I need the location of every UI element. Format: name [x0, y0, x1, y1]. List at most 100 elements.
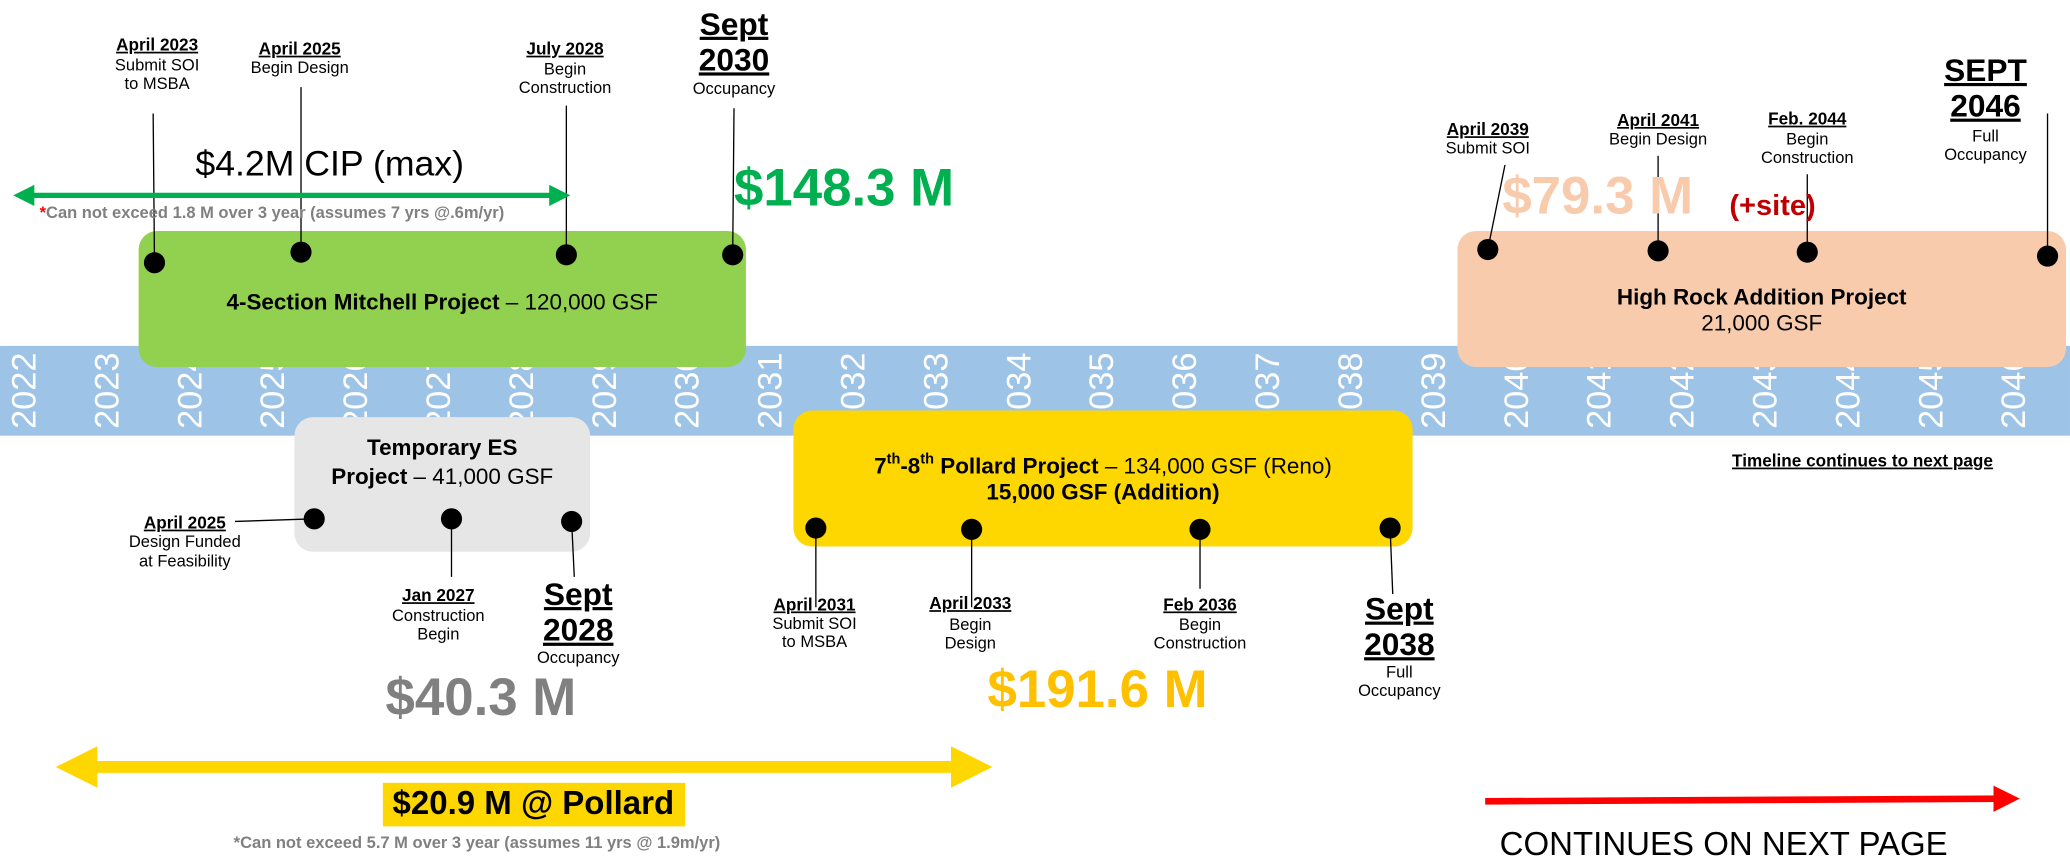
project-label: 21,000 GSF — [1701, 311, 1822, 336]
cost: $148.3 M — [734, 158, 954, 217]
project-label-part: th — [920, 451, 934, 467]
milestone-date: Sept — [544, 576, 613, 612]
milestone-dot — [1796, 241, 1818, 263]
milestone-date: April 2025 — [144, 513, 226, 533]
project-box — [793, 410, 1413, 547]
milestone-date: April 2041 — [1617, 110, 1699, 130]
project-box — [138, 231, 746, 367]
cost: $79.3 M — [1502, 166, 1693, 225]
milestone-date: 2030 — [699, 41, 769, 77]
project-label-part: Project — [331, 464, 408, 489]
continue-arrow — [1485, 785, 2020, 812]
connector — [732, 108, 735, 255]
milestone-desc: Submit SOI — [772, 615, 856, 633]
pollard-fund-label: $20.9 M @ Pollard — [393, 784, 675, 821]
project-label-part: 21,000 GSF — [1701, 311, 1822, 336]
pollard-fund-note: *Can not exceed 5.7 M over 3 year (assum… — [234, 834, 721, 852]
milestone-desc: Construction — [1761, 149, 1854, 167]
milestone-date: April 2025 — [259, 39, 341, 59]
project-label-part: High Rock Addition Project — [1617, 284, 1907, 309]
milestone-desc: Construction — [392, 607, 485, 625]
milestone-desc: Begin — [949, 616, 991, 634]
cost: $191.6 M — [987, 660, 1207, 719]
milestone-desc: Occupancy — [693, 80, 776, 98]
milestone-date: 2028 — [543, 612, 613, 648]
milestone-dot — [1379, 517, 1401, 539]
cost-note: (+site) — [1729, 190, 1815, 222]
milestone-desc: Design — [945, 635, 996, 653]
project-label: Project – 41,000 GSF — [331, 464, 553, 489]
milestone-desc: Submit SOI — [115, 56, 199, 74]
milestone-dot — [1477, 238, 1499, 261]
project-label: 15,000 GSF (Addition) — [986, 480, 1219, 505]
project-label: Temporary ES — [367, 435, 518, 460]
milestone-date: Sept — [1365, 591, 1434, 627]
milestone-desc: Occupancy — [1944, 146, 2027, 164]
project-label-part: 15,000 GSF (Addition) — [986, 480, 1219, 505]
milestone-date: Feb 2036 — [1163, 594, 1236, 614]
milestone-desc: Begin Design — [1609, 130, 1707, 148]
milestone-dot — [555, 244, 577, 266]
milestone-date: Sept — [700, 6, 769, 42]
project-label-part: -8 — [900, 453, 920, 478]
milestone-date: Jan 2027 — [402, 585, 474, 605]
milestone-dot — [561, 510, 583, 533]
project-label-part: – 41,000 GSF — [407, 464, 553, 489]
milestone-date: April 2031 — [774, 594, 856, 614]
milestone-date: July 2028 — [526, 39, 604, 59]
milestone-desc: Begin — [544, 60, 586, 78]
connector — [1389, 528, 1394, 595]
milestone-date: Feb. 2044 — [1768, 109, 1847, 129]
milestone-dot — [805, 517, 827, 539]
milestone-date: April 2039 — [1447, 119, 1529, 139]
milestone-dot — [722, 244, 744, 266]
milestone-dot — [2036, 245, 2059, 267]
milestone-dot — [290, 241, 312, 263]
milestone-date: April 2023 — [116, 35, 198, 55]
milestone-desc: Begin — [1179, 616, 1221, 634]
milestone-dot — [440, 508, 463, 530]
project-label-part: Pollard Project — [934, 453, 1099, 478]
continues: CONTINUES ON NEXT PAGE — [1500, 825, 1948, 862]
connector — [234, 518, 315, 523]
year: 2031 — [752, 353, 790, 429]
milestone-desc: Begin — [1786, 130, 1828, 148]
year: 2022 — [5, 353, 43, 429]
project-label: 7th-8th Pollard Project – 134,000 GSF (R… — [874, 451, 1332, 478]
project-label-part: th — [887, 451, 901, 467]
milestone-desc: at Feasibility — [139, 553, 231, 571]
milestone-desc: Construction — [1154, 635, 1247, 653]
milestone-desc: Construction — [519, 79, 612, 97]
milestone-desc: Occupancy — [537, 649, 620, 667]
project-box — [1457, 231, 2067, 367]
milestone-desc: Occupancy — [1358, 682, 1441, 700]
milestone-desc: to MSBA — [782, 633, 847, 651]
milestone-desc: Full — [1386, 664, 1413, 682]
milestone-dot — [1189, 518, 1211, 540]
milestone-dot — [961, 518, 983, 540]
milestone-desc: Begin — [417, 625, 459, 643]
continues-note: Timeline continues to next page — [1732, 451, 1993, 471]
project-label-part: 7 — [874, 453, 886, 478]
project-label-part: – 134,000 GSF (Reno) — [1099, 453, 1332, 478]
milestone-desc: Full — [1972, 128, 1999, 146]
milestone-date: SEPT — [1944, 52, 2027, 88]
highlight — [382, 782, 686, 827]
milestone-dot — [143, 252, 166, 274]
year: 2023 — [88, 353, 126, 429]
milestone-dot — [1647, 240, 1669, 262]
project-label: 4-Section Mitchell Project – 120,000 GSF — [227, 290, 658, 315]
milestone-date: April 2033 — [929, 593, 1011, 613]
milestone-desc: Design Funded — [129, 533, 241, 551]
cip-note: *Can not exceed 1.8 M over 3 year (assum… — [40, 204, 505, 222]
milestone-date: 2038 — [1364, 626, 1434, 662]
project-box — [294, 417, 591, 552]
year: 2039 — [1415, 353, 1453, 429]
project-label-part: 4-Section Mitchell Project — [227, 290, 501, 315]
milestone-desc: Begin Design — [251, 59, 349, 77]
connector — [1487, 164, 1506, 250]
milestone-desc: to MSBA — [125, 75, 190, 93]
project-label: High Rock Addition Project — [1617, 284, 1907, 309]
milestone-dot — [303, 508, 325, 530]
